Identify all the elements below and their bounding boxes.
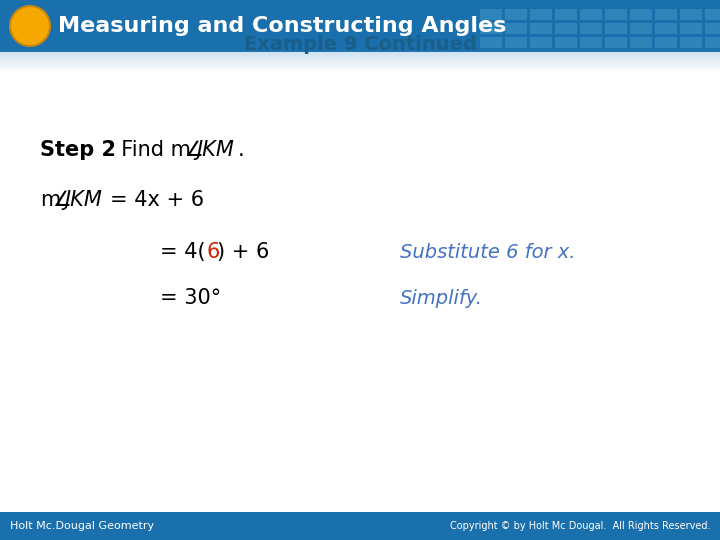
FancyBboxPatch shape xyxy=(505,9,527,20)
FancyBboxPatch shape xyxy=(480,23,502,34)
FancyBboxPatch shape xyxy=(0,55,720,57)
FancyBboxPatch shape xyxy=(0,53,720,55)
FancyBboxPatch shape xyxy=(705,37,720,48)
Text: JKM: JKM xyxy=(196,140,234,160)
FancyBboxPatch shape xyxy=(0,62,720,64)
FancyBboxPatch shape xyxy=(630,37,652,48)
FancyBboxPatch shape xyxy=(0,52,720,54)
Text: Copyright © by Holt Mc Dougal.  All Rights Reserved.: Copyright © by Holt Mc Dougal. All Right… xyxy=(449,521,710,531)
FancyBboxPatch shape xyxy=(655,23,677,34)
FancyBboxPatch shape xyxy=(0,0,720,52)
FancyBboxPatch shape xyxy=(655,9,677,20)
FancyBboxPatch shape xyxy=(680,37,702,48)
FancyBboxPatch shape xyxy=(655,37,677,48)
FancyBboxPatch shape xyxy=(0,56,720,58)
FancyBboxPatch shape xyxy=(630,23,652,34)
FancyBboxPatch shape xyxy=(0,59,720,61)
FancyBboxPatch shape xyxy=(555,23,577,34)
Text: JKM: JKM xyxy=(64,190,102,210)
Text: ∠: ∠ xyxy=(52,190,71,210)
Ellipse shape xyxy=(10,6,50,46)
Text: Measuring and Constructing Angles: Measuring and Constructing Angles xyxy=(58,16,506,36)
FancyBboxPatch shape xyxy=(480,37,502,48)
FancyBboxPatch shape xyxy=(605,9,627,20)
Text: .: . xyxy=(238,140,245,160)
Text: ∠: ∠ xyxy=(184,140,203,160)
FancyBboxPatch shape xyxy=(605,37,627,48)
Text: ) + 6: ) + 6 xyxy=(217,242,269,262)
Text: = 30°: = 30° xyxy=(160,288,221,308)
FancyBboxPatch shape xyxy=(505,37,527,48)
FancyBboxPatch shape xyxy=(0,58,720,60)
FancyBboxPatch shape xyxy=(0,512,720,540)
FancyBboxPatch shape xyxy=(0,51,720,53)
FancyBboxPatch shape xyxy=(680,9,702,20)
FancyBboxPatch shape xyxy=(0,64,720,66)
Text: Example 9 Continued: Example 9 Continued xyxy=(243,36,477,55)
FancyBboxPatch shape xyxy=(555,37,577,48)
Text: Holt Mc.Dougal Geometry: Holt Mc.Dougal Geometry xyxy=(10,521,154,531)
FancyBboxPatch shape xyxy=(580,23,602,34)
FancyBboxPatch shape xyxy=(580,9,602,20)
FancyBboxPatch shape xyxy=(605,23,627,34)
FancyBboxPatch shape xyxy=(705,9,720,20)
FancyBboxPatch shape xyxy=(0,60,720,62)
Text: = 4(: = 4( xyxy=(160,242,206,262)
FancyBboxPatch shape xyxy=(505,23,527,34)
Text: Find m: Find m xyxy=(108,140,191,160)
FancyBboxPatch shape xyxy=(530,9,552,20)
FancyBboxPatch shape xyxy=(555,9,577,20)
FancyBboxPatch shape xyxy=(0,57,720,59)
FancyBboxPatch shape xyxy=(0,61,720,63)
FancyBboxPatch shape xyxy=(680,23,702,34)
Text: m: m xyxy=(40,190,60,210)
FancyBboxPatch shape xyxy=(0,54,720,56)
FancyBboxPatch shape xyxy=(0,63,720,65)
Text: Step 2: Step 2 xyxy=(40,140,116,160)
FancyBboxPatch shape xyxy=(480,9,502,20)
Text: Simplify.: Simplify. xyxy=(400,288,483,307)
FancyBboxPatch shape xyxy=(630,9,652,20)
Text: Substitute 6 for x.: Substitute 6 for x. xyxy=(400,242,575,261)
FancyBboxPatch shape xyxy=(705,23,720,34)
FancyBboxPatch shape xyxy=(530,23,552,34)
FancyBboxPatch shape xyxy=(530,37,552,48)
Text: = 4x + 6: = 4x + 6 xyxy=(110,190,204,210)
FancyBboxPatch shape xyxy=(580,37,602,48)
Text: 6: 6 xyxy=(206,242,220,262)
